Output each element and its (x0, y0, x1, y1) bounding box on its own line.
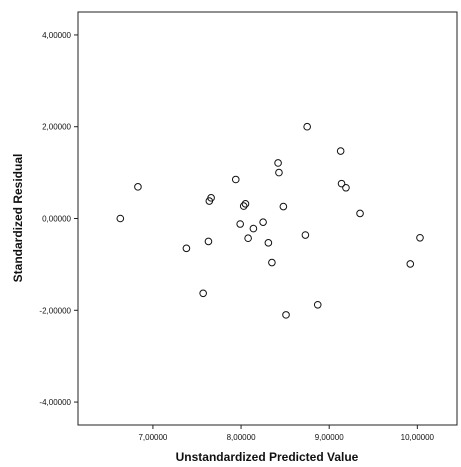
data-point (356, 209, 364, 218)
data-point (264, 239, 273, 247)
data-point (342, 183, 350, 192)
x-tick-label: 9,00000 (315, 433, 344, 442)
plot-area-frame (77, 11, 458, 426)
data-point (134, 183, 142, 191)
data-point (282, 311, 290, 319)
x-tick-label: 10,00000 (401, 433, 435, 442)
x-tick-label: 8,00000 (227, 433, 256, 442)
x-axis: 7,00000 8,00000 9,00000 10,00000 (138, 425, 435, 442)
y-tick-label: -4,00000 (39, 398, 71, 407)
data-point (239, 202, 248, 210)
data-point (313, 300, 322, 309)
data-point (274, 159, 282, 167)
data-point (301, 231, 310, 239)
y-tick-label: 2,00000 (42, 123, 71, 132)
data-point (249, 224, 258, 233)
data-point (204, 237, 213, 246)
data-point (231, 175, 240, 184)
y-axis: 4,00000 2,00000 0,00000 -2,00000 -4,00000 (39, 31, 78, 407)
y-tick-label: 4,00000 (42, 31, 71, 40)
data-point (259, 218, 267, 226)
data-point (337, 179, 346, 188)
x-axis-title: Unstandardized Predicted Value (176, 450, 359, 464)
data-point (406, 260, 415, 268)
y-tick-label: 0,00000 (42, 215, 71, 224)
data-points (116, 122, 424, 319)
data-point (279, 202, 288, 211)
data-point (244, 234, 252, 243)
data-point (416, 233, 424, 242)
data-point (268, 258, 276, 267)
data-point (182, 244, 191, 253)
data-point (207, 194, 215, 202)
data-point (241, 200, 250, 208)
data-point (199, 289, 207, 298)
y-axis-title: Standardized Residual (11, 154, 25, 283)
x-tick-label: 7,00000 (138, 433, 167, 442)
data-point (236, 220, 244, 228)
data-point (275, 168, 283, 177)
data-point (336, 147, 345, 155)
data-point (303, 122, 311, 131)
y-tick-label: -2,00000 (39, 306, 71, 315)
data-point (116, 214, 125, 223)
